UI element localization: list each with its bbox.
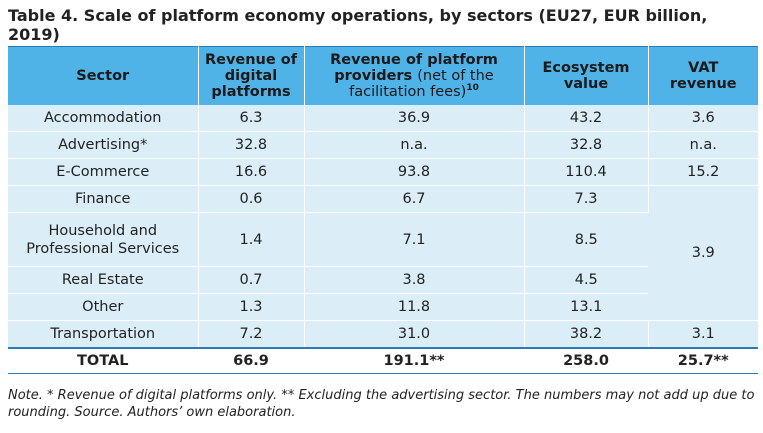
header-revenue-providers-note: (net of the facilitation fees) [349, 68, 494, 100]
cell-sector: Household and Professional Services [8, 212, 199, 267]
total-vat: 25.7** [648, 347, 758, 374]
header-ecosystem: Ecosystem value [524, 46, 649, 105]
cell-ecosystem: 32.8 [524, 131, 649, 159]
cell-revenue-providers: 11.8 [304, 293, 525, 321]
table-title: Table 4. Scale of platform economy opera… [8, 6, 708, 44]
cell-revenue-digital: 1.4 [198, 212, 305, 267]
cell-revenue-providers: 36.9 [304, 105, 525, 132]
table-row: Other 1.3 11.8 13.1 [8, 293, 758, 321]
cell-sector: Advertising* [8, 131, 199, 159]
table-row: Real Estate 0.7 3.8 4.5 [8, 266, 758, 294]
cell-ecosystem: 110.4 [524, 158, 649, 186]
total-ecosystem: 258.0 [524, 347, 649, 374]
cell-ecosystem: 4.5 [524, 266, 648, 294]
cell-vat: 3.6 [648, 105, 758, 132]
cell-revenue-digital: 32.8 [198, 131, 305, 159]
cell-revenue-digital: 16.6 [198, 158, 305, 186]
platform-economy-table: Sector Revenue of digital platforms Reve… [8, 46, 758, 374]
header-revenue-providers: Revenue of platform providers (net of th… [304, 46, 525, 105]
cell-vat: n.a. [648, 131, 758, 159]
cell-sector: Finance [8, 185, 199, 213]
cell-sector: Other [8, 293, 199, 321]
cell-ecosystem: 7.3 [524, 185, 649, 213]
cell-revenue-providers: 6.7 [304, 185, 525, 213]
table-row: Advertising* 32.8 n.a. 32.8 n.a. [8, 131, 758, 159]
footnote-ref: 10 [466, 83, 479, 94]
cell-ecosystem: 38.2 [524, 320, 649, 349]
cell-sector: Transportation [8, 320, 199, 349]
cell-vat-merged: 3.9 [648, 185, 758, 321]
header-revenue-providers-bold: Revenue of platform providers [330, 52, 498, 84]
header-vat: VAT revenue [648, 46, 758, 105]
cell-revenue-providers: 3.8 [304, 266, 525, 294]
table-note: Note. * Revenue of digital platforms onl… [8, 388, 755, 420]
cell-sector: E-Commerce [8, 158, 199, 186]
total-revenue-digital: 66.9 [198, 347, 305, 374]
cell-ecosystem: 8.5 [524, 212, 648, 267]
cell-revenue-digital: 7.2 [198, 320, 305, 349]
table-row: Accommodation 6.3 36.9 43.2 3.6 [8, 105, 758, 132]
cell-sector: Real Estate [8, 266, 199, 294]
table-row: Finance 0.6 6.7 7.3 3.9 [8, 185, 758, 321]
cell-ecosystem: 13.1 [524, 293, 648, 321]
table-row: Transportation 7.2 31.0 38.2 3.1 [8, 320, 758, 349]
cell-revenue-digital: 0.6 [198, 185, 305, 213]
total-revenue-providers: 191.1** [304, 347, 525, 374]
total-label: TOTAL [8, 347, 199, 374]
table-row: E-Commerce 16.6 93.8 110.4 15.2 [8, 158, 758, 186]
cell-revenue-providers: 93.8 [304, 158, 525, 186]
cell-revenue-digital: 0.7 [198, 266, 305, 294]
total-row: TOTAL 66.9 191.1** 258.0 25.7** [8, 347, 758, 374]
header-row: Sector Revenue of digital platforms Reve… [8, 46, 758, 105]
cell-revenue-digital: 6.3 [198, 105, 305, 132]
cell-sector: Accommodation [8, 105, 199, 132]
header-revenue-digital: Revenue of digital platforms [198, 46, 305, 105]
cell-revenue-providers: n.a. [304, 131, 525, 159]
cell-vat: 3.1 [648, 320, 758, 349]
cell-revenue-digital: 1.3 [198, 293, 305, 321]
cell-revenue-providers: 31.0 [304, 320, 525, 349]
cell-vat: 15.2 [648, 158, 758, 186]
cell-ecosystem: 43.2 [524, 105, 649, 132]
header-sector: Sector [8, 46, 199, 105]
cell-revenue-providers: 7.1 [304, 212, 525, 267]
table-row: Household and Professional Services 1.4 … [8, 212, 758, 267]
